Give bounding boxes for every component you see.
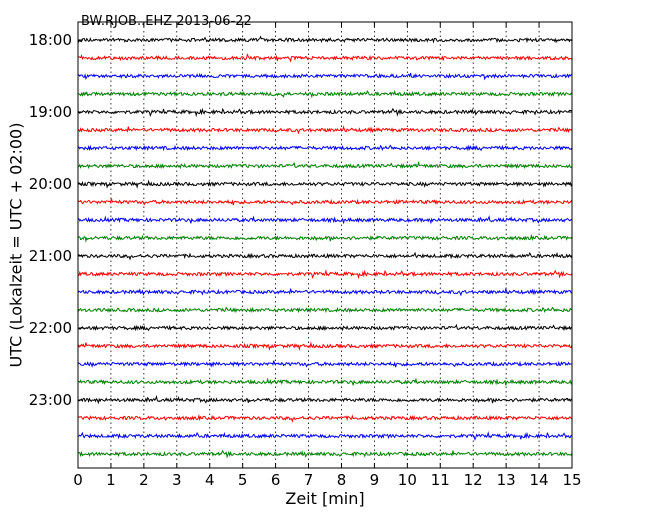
- seismic-traces: [77, 35, 573, 459]
- trace-20:00: [77, 179, 573, 189]
- x-tick-label: 1: [106, 471, 116, 489]
- y-tick-label: 19:00: [29, 103, 72, 121]
- trace-20:45: [77, 233, 573, 243]
- x-tick-label: 7: [304, 471, 314, 489]
- x-tick-label: 10: [398, 471, 417, 489]
- trace-20:30: [77, 214, 573, 225]
- trace-18:45: [78, 89, 573, 99]
- x-tick-label: 9: [370, 471, 380, 489]
- trace-22:30: [77, 360, 573, 368]
- trace-19:45: [77, 160, 573, 170]
- x-tick-label: 11: [431, 471, 450, 489]
- y-tick-label: 18:00: [29, 31, 72, 49]
- x-tick-label: 3: [172, 471, 182, 489]
- x-tick-label: 14: [530, 471, 549, 489]
- x-tick-label: 0: [73, 471, 83, 489]
- trace-19:30: [77, 144, 573, 152]
- x-tick-label: 13: [497, 471, 516, 489]
- trace-23:15: [77, 413, 573, 423]
- x-tick-label: 8: [337, 471, 347, 489]
- x-axis: 0 1 2 3 4 5 6 7 8 9 10 11 12 13 14 15: [73, 22, 582, 489]
- y-tick-label: 21:00: [29, 247, 72, 265]
- trace-22:45: [77, 377, 573, 386]
- grid-lines: [110, 22, 540, 468]
- trace-23:30: [77, 431, 573, 442]
- y-tick-label: 20:00: [29, 175, 72, 193]
- x-tick-label: 4: [205, 471, 215, 489]
- trace-21:15: [77, 269, 573, 280]
- x-tick-label: 12: [464, 471, 483, 489]
- y-tick-label: 22:00: [29, 319, 72, 337]
- trace-22:15: [77, 341, 573, 351]
- trace-21:00: [77, 251, 573, 261]
- y-axis-label: UTC (Lokalzeit = UTC + 02:00): [7, 123, 26, 368]
- plot-frame: [77, 21, 573, 469]
- trace-20:15: [77, 198, 573, 206]
- trace-22:00: [77, 323, 573, 332]
- trace-21:45: [77, 306, 573, 314]
- trace-23:00: [77, 394, 573, 405]
- x-tick-label: 15: [562, 471, 581, 489]
- trace-18:00: [77, 35, 573, 44]
- trace-19:00: [77, 107, 572, 118]
- trace-23:45: [77, 449, 573, 459]
- x-axis-label: Zeit [min]: [285, 489, 364, 508]
- trace-21:30: [77, 287, 573, 297]
- x-tick-label: 2: [139, 471, 149, 489]
- x-tick-label: 5: [238, 471, 248, 489]
- y-tick-label: 23:00: [29, 391, 72, 409]
- trace-18:15: [78, 53, 573, 63]
- x-tick-label: 6: [271, 471, 281, 489]
- trace-19:15: [77, 125, 573, 135]
- trace-18:30: [77, 72, 573, 81]
- y-axis: 18:00 19:00 20:00 21:00 22:00 23:00: [29, 31, 572, 409]
